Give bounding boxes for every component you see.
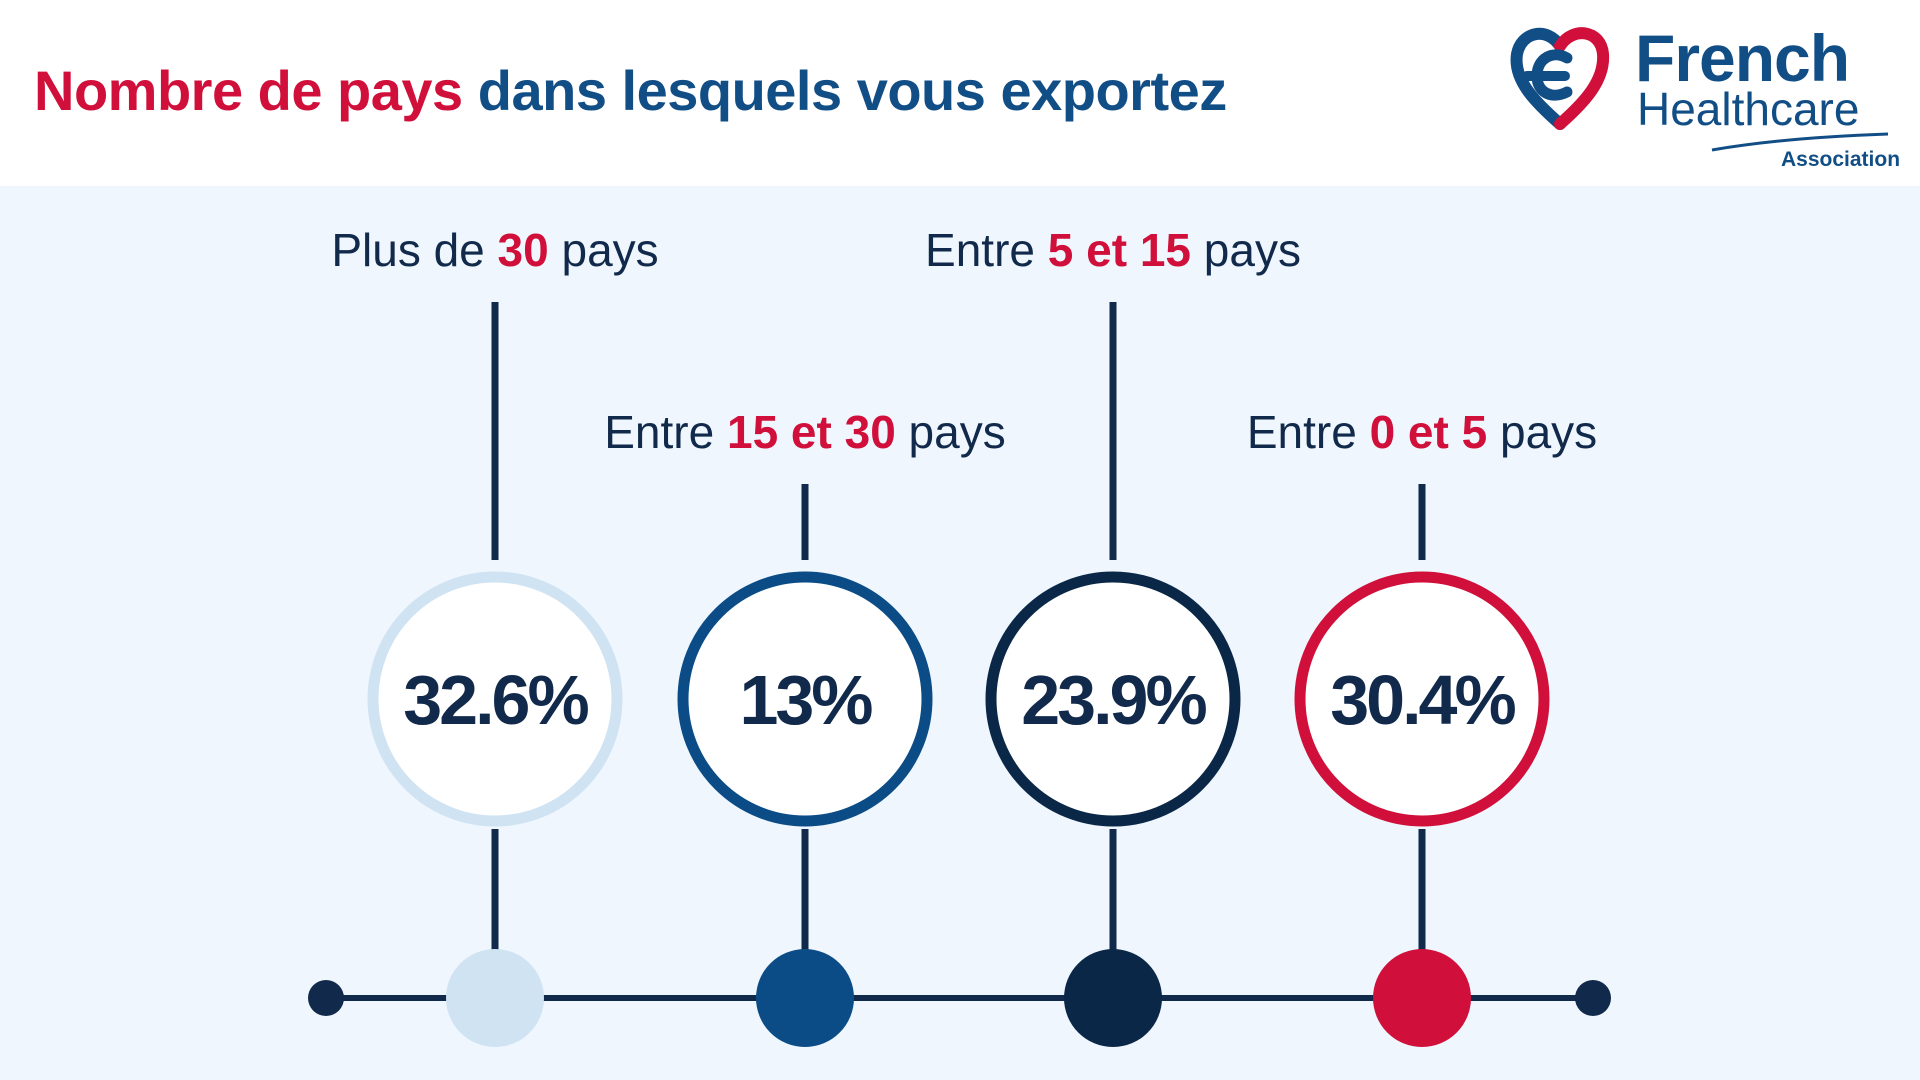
value-label: 13% — [739, 661, 872, 739]
export-countries-chart: 32.6% Plus de 30 pays 13% Entre 15 et 30 pa… — [308, 224, 1611, 1047]
timeline-marker — [1373, 949, 1471, 1047]
timeline-marker — [1064, 949, 1162, 1047]
french-healthcare-logo: French Healthcare Association — [1505, 18, 1905, 178]
logo-wordmark-healthcare: Healthcare — [1637, 83, 1860, 135]
value-ring — [677, 571, 933, 827]
header: Nombre de pays dans lesquels vous export… — [0, 0, 1920, 186]
timeline-end-dot — [1575, 980, 1611, 1016]
page-title: Nombre de pays dans lesquels vous export… — [34, 58, 1227, 123]
timeline-start-dot — [308, 980, 344, 1016]
value-ring — [985, 571, 1241, 827]
heart-logo-icon — [1510, 27, 1610, 130]
value-label: 32.6% — [403, 661, 588, 739]
category-label: Entre 15 et 30 pays — [604, 406, 1005, 458]
value-ring — [367, 571, 623, 827]
value-label: 30.4% — [1330, 661, 1515, 739]
logo-swoosh-icon — [1711, 132, 1889, 152]
category-label: Entre 5 et 15 pays — [925, 224, 1301, 276]
logo-wordmark-association: Association — [1781, 148, 1901, 171]
timeline-marker — [756, 949, 854, 1047]
value-label: 23.9% — [1021, 661, 1206, 739]
chart-panel: 32.6% Plus de 30 pays 13% Entre 15 et 30 pa… — [0, 186, 1920, 1080]
category-label: Plus de 30 pays — [331, 224, 658, 276]
title-highlight: Nombre de pays — [34, 59, 463, 122]
title-rest: dans lesquels vous exportez — [477, 59, 1227, 122]
logo-wordmark-french: French — [1635, 21, 1850, 95]
value-ring — [1294, 571, 1550, 827]
category-label: Entre 0 et 5 pays — [1247, 406, 1597, 458]
timeline-marker — [446, 949, 544, 1047]
